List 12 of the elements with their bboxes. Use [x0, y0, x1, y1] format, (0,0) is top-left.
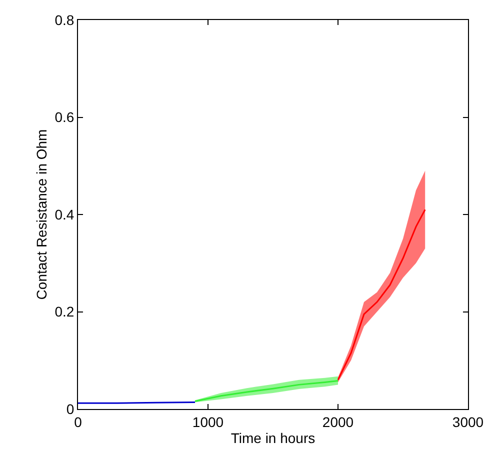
x-tick-label: 2000	[322, 414, 354, 430]
y-tick-label: 0.6	[54, 109, 74, 126]
x-axis-title: Time in hours	[230, 430, 316, 446]
x-tick-label: 3000	[452, 414, 484, 430]
x-tick-label: 1000	[192, 414, 224, 430]
y-tick-label: 0	[66, 400, 74, 417]
y-axis-title: Contact Resistance in Ohm	[33, 129, 50, 300]
y-tick-label: 0.4	[54, 206, 74, 222]
line-series	[337, 208, 426, 381]
y-tick-label: 0.8	[54, 12, 74, 28]
line-series	[194, 380, 339, 402]
y-tick-label: 0.2	[54, 304, 74, 320]
